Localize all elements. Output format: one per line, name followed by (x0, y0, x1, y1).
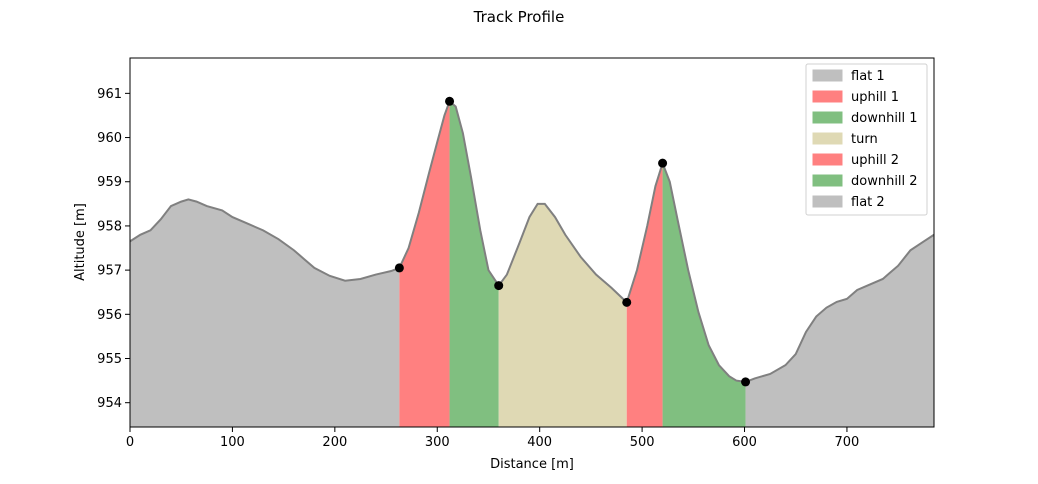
legend-swatch (812, 132, 843, 145)
y-tick-label: 958 (97, 219, 122, 234)
legend-label: uphill 2 (851, 153, 899, 168)
legend-swatch (812, 153, 843, 166)
legend-label: flat 1 (851, 69, 885, 84)
legend-swatch (812, 174, 843, 187)
segment-boundary-marker (741, 377, 751, 387)
y-tick-label: 954 (97, 396, 122, 411)
x-tick-label: 700 (835, 435, 860, 450)
legend-swatch (812, 69, 843, 82)
segment-area-3 (449, 101, 499, 427)
legend-label: flat 2 (851, 195, 885, 210)
x-axis-ticks: 0 100 200 300 400 500 600 700 (126, 427, 859, 450)
y-axis-ticks: 954 955 956 957 958 959 960 961 (97, 87, 130, 411)
y-tick-label: 961 (97, 87, 122, 102)
segment-area-6 (662, 163, 746, 427)
segment-boundary-marker (494, 281, 504, 291)
profile-line (129, 99, 935, 383)
x-tick-label: 300 (425, 435, 450, 450)
legend-swatch (812, 195, 843, 208)
plot-frame (129, 57, 935, 428)
y-tick-label: 955 (97, 352, 122, 367)
y-tick-label: 956 (97, 308, 122, 323)
segment-area-2 (399, 101, 450, 427)
legend-label: turn (851, 132, 878, 147)
segment-boundary-marker (658, 158, 668, 168)
segment-boundary-marker (622, 297, 632, 307)
x-tick-label: 500 (630, 435, 655, 450)
legend-label: uphill 1 (851, 90, 899, 105)
x-axis-label: Distance [m] (490, 457, 574, 472)
legend: flat 1 uphill 1 downhill 1 turn uphill 2 down… (805, 63, 928, 216)
legend-label: downhill 2 (851, 174, 918, 189)
segment-boundary-marker (394, 263, 404, 273)
markers-layer (394, 96, 751, 387)
legend-label: downhill 1 (851, 111, 918, 126)
segments-layer (130, 101, 934, 427)
x-tick-label: 600 (732, 435, 757, 450)
y-axis-label: Altitude [m] (73, 203, 88, 281)
segment-area-1 (130, 199, 400, 427)
y-tick-label: 957 (97, 264, 122, 279)
segment-area-7 (745, 234, 934, 427)
segment-area-4 (498, 203, 627, 427)
segment-area-5 (626, 163, 663, 427)
y-tick-label: 959 (97, 175, 122, 190)
legend-swatch (812, 90, 843, 103)
x-tick-label: 200 (322, 435, 347, 450)
segment-boundary-marker (445, 96, 455, 106)
x-tick-label: 0 (126, 435, 134, 450)
x-tick-label: 400 (527, 435, 552, 450)
y-tick-label: 960 (97, 131, 122, 146)
chart-title: Track Profile (473, 8, 565, 26)
x-tick-label: 100 (220, 435, 245, 450)
legend-swatch (812, 111, 843, 124)
